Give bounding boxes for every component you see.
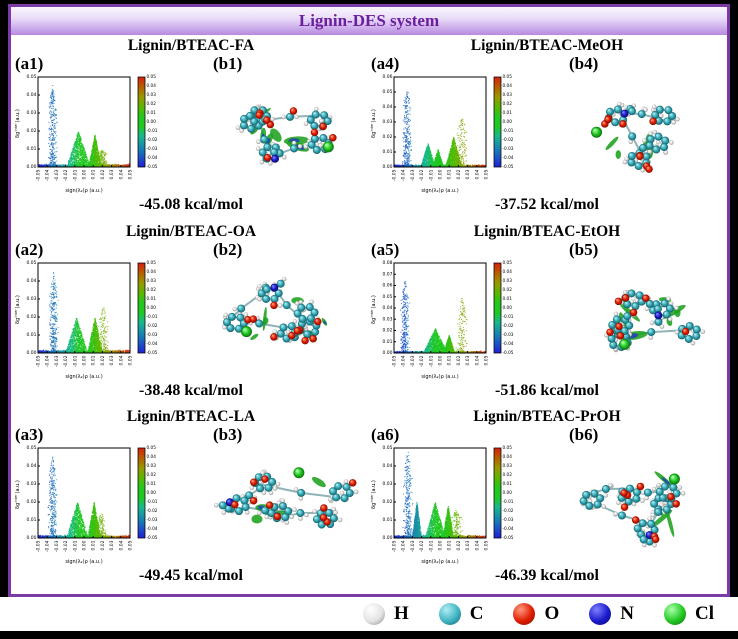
molecule-block: (b1) <box>205 54 369 195</box>
scatter-block: (a2) <box>13 239 205 381</box>
binding-energy: -38.48 kcal/mol <box>139 381 243 399</box>
panel-title: Lignin/BTEAC-PrOH <box>473 408 621 426</box>
molecule-b5 <box>561 250 725 381</box>
atom-sphere-c-icon <box>438 603 461 625</box>
scatter-block: (a3) <box>13 425 205 567</box>
legend-item-n: N <box>589 603 634 625</box>
atom-sphere-h-icon <box>362 603 385 625</box>
atom-legend: H C O N Cl <box>0 597 738 631</box>
scatter-plot-a1 <box>13 69 199 195</box>
subpanel-label-a2: (a2) <box>15 239 44 259</box>
panel-lignin-bteac-meoh: Lignin/BTEAC-MeOH (a4) (b4) -37.52 kcal/… <box>369 36 725 222</box>
molecule-block: (b5) <box>561 239 725 381</box>
panel-lignin-bteac-la: Lignin/BTEAC-LA (a3) (b3) -49.45 kcal/mo… <box>13 407 369 593</box>
atom-sphere-o-icon <box>513 603 536 625</box>
legend-label-n: N <box>620 603 634 624</box>
subpanel-label-a5: (a5) <box>371 239 400 259</box>
panel-grid: Lignin/BTEAC-FA (a1) (b1) -45.08 kcal/mo… <box>13 36 725 593</box>
panel-body: (a2) (b2) <box>13 239 369 382</box>
legend-label-c: C <box>469 603 484 624</box>
binding-energy: -49.45 kcal/mol <box>139 567 243 585</box>
panel-body: (a3) (b3) <box>13 425 369 567</box>
scatter-block: (a6) <box>369 425 561 567</box>
molecule-block: (b6) <box>561 425 725 567</box>
molecule-block: (b4) <box>561 54 725 195</box>
binding-energy: -45.08 kcal/mol <box>139 196 243 213</box>
molecule-b1 <box>205 65 369 195</box>
panel-body: (a5) (b5) <box>369 239 725 382</box>
figure-frame: Lignin-DES system Lignin/BTEAC-FA (a1) (… <box>8 4 730 597</box>
panel-lignin-bteac-etoh: Lignin/BTEAC-EtOH (a5) (b5) -51.86 kcal/… <box>369 222 725 408</box>
panel-body: (a1) (b1) <box>13 54 369 196</box>
scatter-plot-a2 <box>13 254 199 381</box>
subpanel-label-a1: (a1) <box>15 54 44 73</box>
panel-title: Lignin/BTEAC-MeOH <box>470 37 624 54</box>
subpanel-label-b1: (b1) <box>213 54 243 73</box>
legend-item-o: O <box>513 603 559 625</box>
molecule-block: (b3) <box>205 425 369 567</box>
legend-item-h: H <box>362 603 409 625</box>
legend-item-cl: Cl <box>664 603 714 625</box>
molecule-b3 <box>205 436 369 567</box>
subpanel-label-a3: (a3) <box>15 425 44 445</box>
panel-body: (a6) (b6) <box>369 425 725 567</box>
panel-lignin-bteac-proh: Lignin/BTEAC-PrOH (a6) (b6) -46.39 kcal/… <box>369 407 725 593</box>
atom-sphere-n-icon <box>589 603 612 625</box>
subpanel-label-a4: (a4) <box>371 54 400 73</box>
panel-title: Lignin/BTEAC-LA <box>126 408 256 426</box>
subpanel-label-b4: (b4) <box>569 54 599 73</box>
panel-lignin-bteac-fa: Lignin/BTEAC-FA (a1) (b1) -45.08 kcal/mo… <box>13 36 369 222</box>
binding-energy: -46.39 kcal/mol <box>495 567 599 585</box>
molecule-b2 <box>205 250 369 381</box>
molecule-b6 <box>561 436 725 567</box>
scatter-plot-a4 <box>369 69 555 195</box>
scatter-block: (a5) <box>369 239 561 381</box>
panel-lignin-bteac-oa: Lignin/BTEAC-OA (a2) (b2) -38.48 kcal/mo… <box>13 222 369 408</box>
legend-label-h: H <box>393 603 409 624</box>
scatter-block: (a1) <box>13 54 205 195</box>
atom-sphere-cl-icon <box>664 603 686 625</box>
molecule-block: (b2) <box>205 239 369 381</box>
legend-item-c: C <box>438 603 484 625</box>
panel-title: Lignin/BTEAC-FA <box>127 37 255 54</box>
figure-title: Lignin-DES system <box>11 7 727 35</box>
scatter-block: (a4) <box>369 54 561 195</box>
molecule-b4 <box>561 65 725 195</box>
subpanel-label-b2: (b2) <box>213 239 243 259</box>
scatter-plot-a6 <box>369 440 555 567</box>
panel-body: (a4) (b4) <box>369 54 725 196</box>
subpanel-label-b5: (b5) <box>569 239 599 259</box>
scatter-plot-a3 <box>13 440 199 567</box>
legend-label-o: O <box>544 603 560 624</box>
scatter-plot-a5 <box>369 254 555 381</box>
binding-energy: -37.52 kcal/mol <box>495 196 599 213</box>
panel-title: Lignin/BTEAC-EtOH <box>473 222 621 240</box>
subpanel-label-b6: (b6) <box>569 425 599 445</box>
panel-title: Lignin/BTEAC-OA <box>125 222 257 240</box>
subpanel-label-a6: (a6) <box>371 425 400 445</box>
subpanel-label-b3: (b3) <box>213 425 243 445</box>
binding-energy: -51.86 kcal/mol <box>495 381 599 399</box>
legend-label-cl: Cl <box>695 603 714 624</box>
